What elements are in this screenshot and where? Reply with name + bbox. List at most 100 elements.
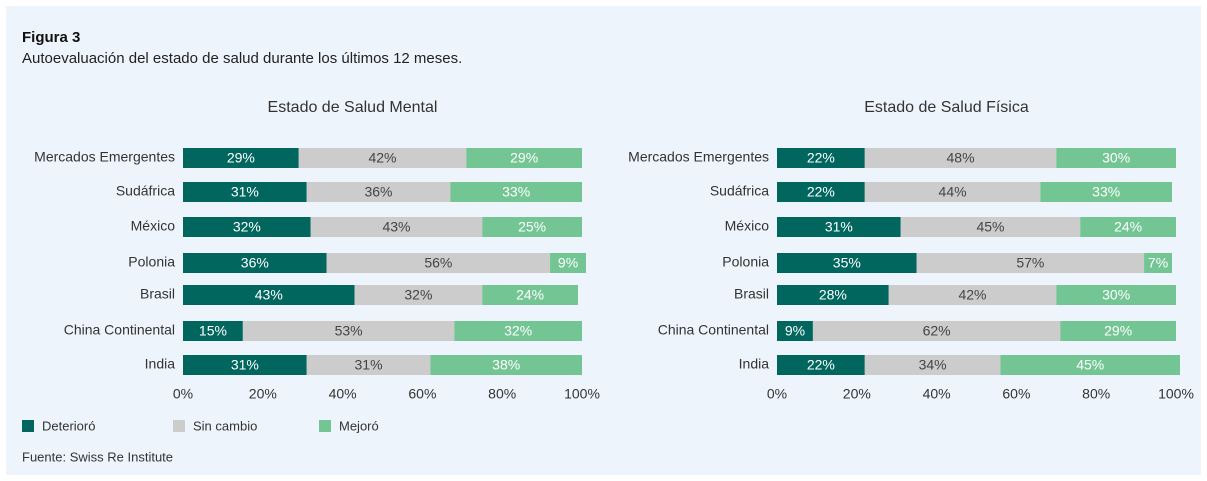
bar-segment <box>183 217 311 237</box>
bar-segment <box>466 148 582 168</box>
bar-segment <box>777 217 901 237</box>
value-label: 15% <box>199 323 227 339</box>
bar-segment <box>916 253 1145 273</box>
bar-segment <box>777 182 865 202</box>
value-label: 33% <box>1092 184 1120 200</box>
bar-segment <box>306 182 451 202</box>
chart-title: Estado de Salud Mental <box>268 99 438 116</box>
bar-segment <box>1000 355 1180 375</box>
bar-segment <box>482 285 579 305</box>
bar-segment <box>183 182 307 202</box>
bar-segment <box>306 355 431 375</box>
value-label: 31% <box>231 357 259 373</box>
value-label: 62% <box>923 323 951 339</box>
bar-segment <box>183 285 355 305</box>
legend-swatch <box>319 420 331 432</box>
value-label: 42% <box>368 150 396 166</box>
bar-segment <box>454 321 582 341</box>
x-tick-label: 60% <box>408 386 436 402</box>
bar-segment <box>298 148 467 168</box>
legend-label: Sin cambio <box>193 418 257 433</box>
y-tick-label: Brasil <box>734 286 769 302</box>
value-label: 32% <box>404 287 432 303</box>
bar-segment <box>183 253 327 273</box>
x-tick-label: 0% <box>173 386 193 402</box>
bar-segment <box>777 253 917 273</box>
value-label: 9% <box>558 255 578 271</box>
bar-segment <box>482 217 582 237</box>
bar-segment <box>183 355 307 375</box>
y-tick-label: Polonia <box>128 254 175 270</box>
value-label: 24% <box>1114 219 1142 235</box>
y-tick-label: India <box>145 356 176 372</box>
bar-segment <box>1144 253 1173 273</box>
y-tick-label: Mercados Emergentes <box>34 149 175 165</box>
bar-segment <box>888 285 1057 305</box>
bar-segment <box>354 285 483 305</box>
value-label: 29% <box>227 150 255 166</box>
bar-segment <box>430 355 582 375</box>
value-label: 53% <box>335 323 363 339</box>
value-label: 31% <box>825 219 853 235</box>
bar-segment <box>1056 285 1176 305</box>
value-label: 29% <box>510 150 538 166</box>
x-tick-label: 100% <box>564 386 600 402</box>
bar-segment <box>1040 182 1173 202</box>
x-tick-label: 80% <box>1082 386 1110 402</box>
value-label: 32% <box>504 323 532 339</box>
legend-swatch <box>22 420 34 432</box>
y-tick-label: México <box>131 218 176 234</box>
bar-segment <box>183 148 299 168</box>
x-tick-label: 20% <box>843 386 871 402</box>
bar-segment <box>1056 148 1176 168</box>
y-tick-label: Polonia <box>722 254 769 270</box>
value-label: 45% <box>1076 357 1104 373</box>
bar-segment <box>1080 217 1176 237</box>
value-label: 48% <box>947 150 975 166</box>
bar-segment <box>864 355 1001 375</box>
bar-segment <box>864 148 1057 168</box>
y-tick-label: China Continental <box>658 322 769 338</box>
bar-segment <box>777 321 813 341</box>
value-label: 22% <box>807 357 835 373</box>
value-label: 30% <box>1102 287 1130 303</box>
bar-segment <box>777 285 889 305</box>
value-label: 43% <box>382 219 410 235</box>
bar-segment <box>864 182 1041 202</box>
value-label: 30% <box>1102 150 1130 166</box>
bar-segment <box>310 217 483 237</box>
value-label: 31% <box>231 184 259 200</box>
bar-segment <box>550 253 586 273</box>
value-label: 34% <box>919 357 947 373</box>
y-tick-label: Sudáfrica <box>116 183 175 199</box>
value-label: 22% <box>807 150 835 166</box>
legend-swatch <box>173 420 185 432</box>
bar-segment <box>326 253 551 273</box>
x-tick-label: 20% <box>249 386 277 402</box>
value-label: 44% <box>939 184 967 200</box>
y-tick-label: Brasil <box>140 286 175 302</box>
y-tick-label: Mercados Emergentes <box>628 149 769 165</box>
value-label: 45% <box>976 219 1004 235</box>
x-tick-label: 100% <box>1158 386 1194 402</box>
legend-label: Mejoró <box>339 418 379 433</box>
bar-segment <box>242 321 455 341</box>
x-tick-label: 0% <box>767 386 787 402</box>
value-label: 38% <box>492 357 520 373</box>
value-label: 33% <box>502 184 530 200</box>
value-label: 56% <box>424 255 452 271</box>
y-tick-label: Sudáfrica <box>710 183 769 199</box>
y-tick-label: México <box>725 218 770 234</box>
x-tick-label: 80% <box>488 386 516 402</box>
value-label: 28% <box>819 287 847 303</box>
chart-title: Estado de Salud Física <box>864 99 1029 116</box>
bar-segment <box>900 217 1081 237</box>
value-label: 36% <box>241 255 269 271</box>
bar-segment <box>450 182 582 202</box>
bar-segment <box>777 355 865 375</box>
y-tick-label: China Continental <box>64 322 175 338</box>
value-label: 25% <box>518 219 546 235</box>
value-label: 32% <box>233 219 261 235</box>
value-label: 35% <box>833 255 861 271</box>
